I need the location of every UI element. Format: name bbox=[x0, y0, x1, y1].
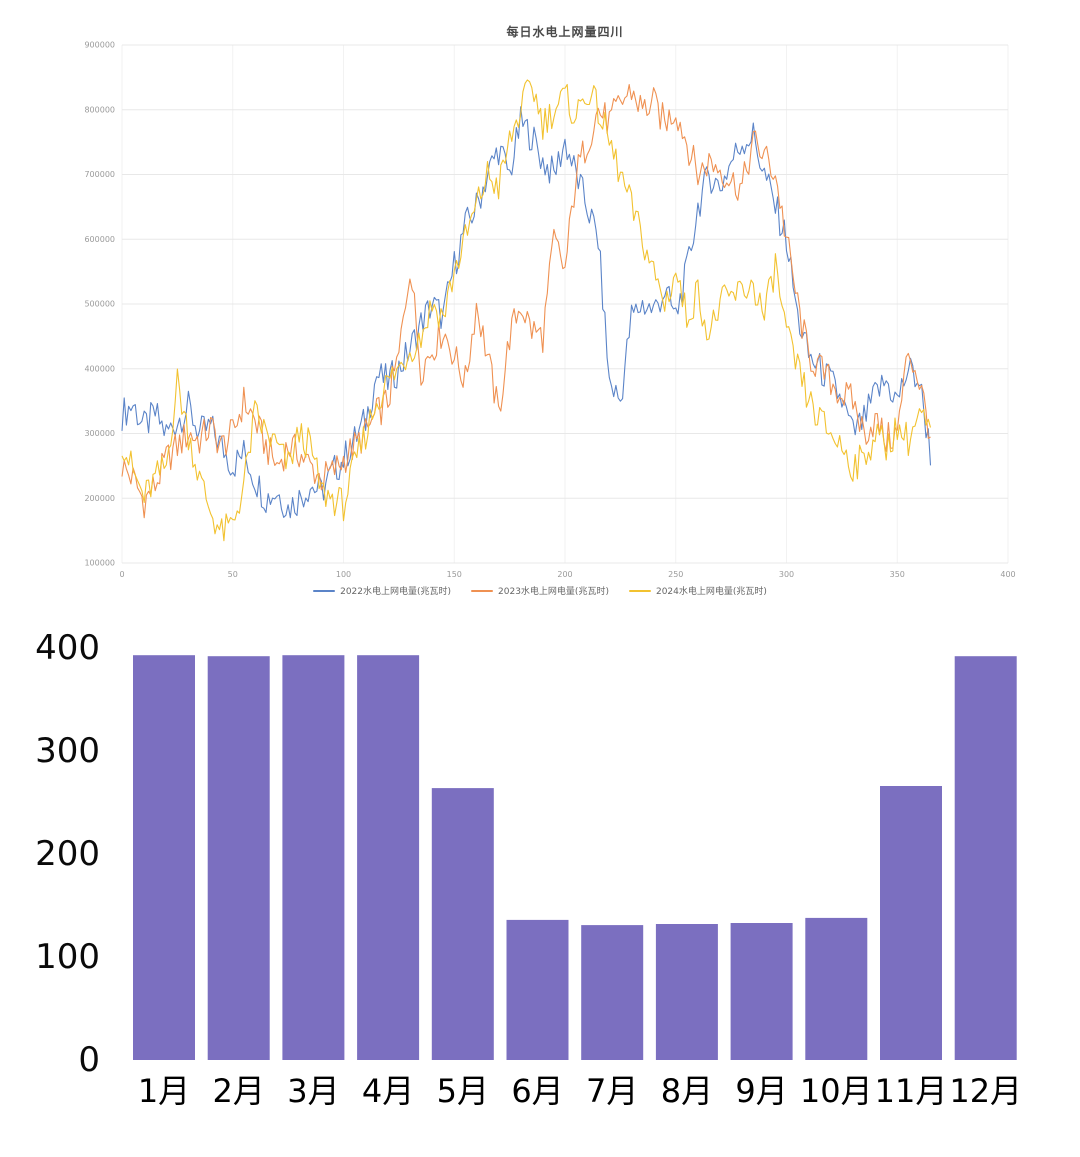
bar-3 bbox=[282, 655, 345, 1060]
x-tick-label: 400 bbox=[1000, 570, 1015, 579]
bar-11 bbox=[880, 786, 942, 1060]
legend-swatch-icon bbox=[471, 589, 494, 592]
x-tick-label: 0 bbox=[119, 570, 124, 579]
y-tick-label: 900000 bbox=[84, 41, 115, 50]
bar-x-label-11: 11月 bbox=[875, 1072, 948, 1110]
bar-9 bbox=[730, 923, 793, 1060]
bar-x-label-7: 7月 bbox=[586, 1072, 638, 1110]
bar-10 bbox=[805, 917, 868, 1060]
y-tick-label: 100000 bbox=[84, 559, 115, 568]
y-tick-label: 200000 bbox=[84, 494, 115, 503]
daily-hydro-line-chart: 0 50 100 150 200 250 300 350 400 100000 200000 3000… bbox=[0, 25, 1080, 597]
legend-label: 2022水电上网电量(兆瓦时) bbox=[340, 587, 452, 597]
x-tick-label: 350 bbox=[890, 570, 905, 579]
bar-chart-svg: 0 100 200 300 400 1月 2月 3月 4月 5月 6月 7月 8月 9月 10月 11月 12月 bbox=[35, 628, 1022, 1110]
bar-x-label-3: 3月 bbox=[287, 1072, 339, 1110]
legend-item-2[interactable]: 2024水电上网电量(兆瓦时) bbox=[628, 584, 767, 597]
y-tick-label: 500000 bbox=[84, 300, 115, 309]
bar-x-label-10: 10月 bbox=[800, 1072, 873, 1110]
series-line-1 bbox=[121, 84, 931, 519]
x-tick-label: 100 bbox=[336, 570, 351, 579]
bar-6 bbox=[506, 919, 569, 1060]
bar-x-label-12: 12月 bbox=[949, 1072, 1022, 1110]
y-tick-label: 700000 bbox=[84, 170, 115, 179]
bar-y-tick-label: 100 bbox=[35, 937, 100, 977]
x-tick-label: 300 bbox=[779, 570, 794, 579]
bar-5 bbox=[431, 788, 494, 1060]
bar-x-label-1: 1月 bbox=[138, 1072, 190, 1110]
bar-2 bbox=[207, 656, 270, 1060]
series-line-0 bbox=[121, 106, 932, 519]
bar-12 bbox=[954, 656, 1017, 1060]
bar-y-tick-label: 0 bbox=[78, 1040, 100, 1080]
bar-x-label-5: 5月 bbox=[437, 1072, 489, 1110]
legend-item-1[interactable]: 2023水电上网电量(兆瓦时) bbox=[471, 584, 609, 597]
line-chart-legend: 2022水电上网电量(兆瓦时) 2023水电上网电量(兆瓦时) 2024水电上网电量… bbox=[0, 584, 1080, 597]
legend-label: 2023水电上网电量(兆瓦时) bbox=[498, 587, 609, 597]
legend-label: 2024水电上网电量(兆瓦时) bbox=[655, 587, 767, 597]
line-chart-svg: 0 50 100 150 200 250 300 350 400 100000 200000 3000… bbox=[84, 41, 1015, 580]
bar-x-label-8: 8月 bbox=[661, 1072, 713, 1110]
y-tick-label: 800000 bbox=[84, 105, 115, 114]
y-tick-label: 400000 bbox=[84, 364, 115, 373]
x-tick-label: 150 bbox=[447, 570, 462, 579]
line-chart-title: 每日水电上网量四川 bbox=[506, 25, 624, 39]
bar-7 bbox=[581, 925, 644, 1060]
y-tick-label: 300000 bbox=[84, 429, 115, 438]
monthly-bar-chart: 0 100 200 300 400 1月 2月 3月 4月 5月 6月 7月 8月 9月 10月 11月 12月 bbox=[0, 610, 1080, 1157]
bar-x-label-6: 6月 bbox=[511, 1072, 563, 1110]
legend-swatch-icon bbox=[628, 589, 651, 592]
bar-y-tick-label: 400 bbox=[35, 628, 100, 668]
series-line-2 bbox=[121, 79, 932, 542]
bar-4 bbox=[357, 655, 420, 1060]
x-tick-label: 250 bbox=[668, 570, 683, 579]
bar-8 bbox=[655, 924, 718, 1060]
legend-swatch-icon bbox=[313, 589, 336, 592]
legend-item-0[interactable]: 2022水电上网电量(兆瓦时) bbox=[313, 584, 451, 597]
bar-x-label-4: 4月 bbox=[362, 1072, 414, 1110]
bar-x-label-2: 2月 bbox=[213, 1072, 265, 1110]
x-tick-label: 50 bbox=[228, 570, 238, 579]
bar-y-tick-label: 200 bbox=[35, 834, 100, 874]
x-tick-label: 200 bbox=[557, 570, 572, 579]
bar-x-label-9: 9月 bbox=[735, 1072, 787, 1110]
bar-1 bbox=[133, 655, 195, 1060]
y-tick-label: 600000 bbox=[84, 235, 115, 244]
bar-y-tick-label: 300 bbox=[35, 731, 100, 771]
